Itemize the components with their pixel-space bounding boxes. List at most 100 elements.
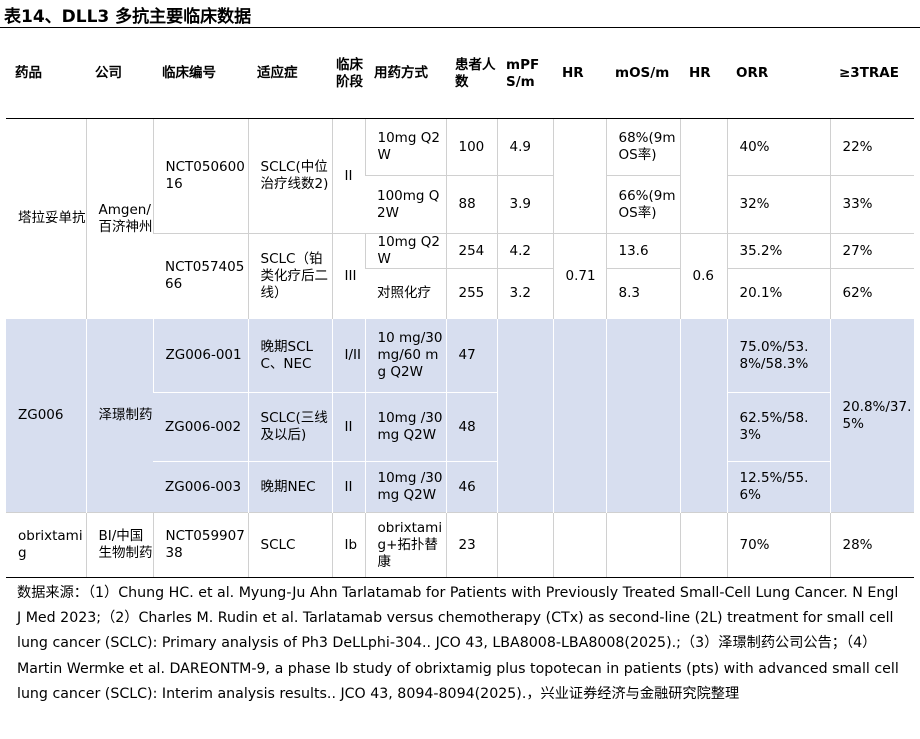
hr-os-cell: [679, 318, 727, 513]
stage-cell: II: [331, 461, 365, 513]
orr-cell: 62.5%/58.3%: [726, 392, 830, 462]
orr-cell: 40%: [726, 118, 830, 176]
mpfs-cell: 3.9: [496, 175, 553, 234]
trae-cell: 27%: [829, 233, 914, 269]
header-indication: 适应症: [248, 29, 332, 119]
hr-pfs-cell: [552, 118, 606, 234]
header-stage: 临床阶段: [332, 29, 365, 119]
regimen-cell: 10mg Q2W: [364, 118, 446, 176]
hr-pfs-cell: 0.71: [552, 233, 606, 319]
title-rule: [0, 27, 920, 28]
trae-cell: 62%: [829, 268, 914, 319]
orr-cell: 32%: [726, 175, 830, 234]
trial-cell: NCT05060016: [152, 118, 248, 234]
drug-cell: obrixtamig: [6, 512, 86, 578]
patients-cell: 88: [445, 175, 497, 234]
mpfs-cell: 3.2: [496, 268, 553, 319]
regimen-cell: 对照化疗: [365, 268, 446, 319]
company-cell: BI/中国生物制药: [85, 512, 153, 578]
header-trial-id: 临床编号: [153, 29, 248, 119]
mpfs-cell: [496, 512, 553, 578]
header-drug: 药品: [6, 29, 86, 119]
mos-cell: 8.3: [605, 268, 680, 319]
patients-cell: 46: [445, 461, 497, 513]
patients-cell: 255: [445, 268, 497, 319]
stage-cell: I/II: [331, 318, 365, 393]
drug-cell: ZG006: [6, 318, 86, 513]
indication-cell: 晚期NEC: [247, 461, 332, 513]
header-patients: 患者人数: [446, 29, 497, 119]
table-row: 塔拉妥单抗 Amgen/百济神州 NCT05060016 SCLC(中位治疗线数…: [6, 118, 914, 319]
patients-cell: 23: [445, 512, 497, 578]
header-mpfs: mPFS/m: [497, 29, 553, 119]
trial-cell: ZG006-001: [152, 318, 248, 393]
trae-cell: 33%: [829, 175, 914, 234]
orr-cell: 12.5%/55.6%: [726, 461, 830, 513]
header-trae: ≥3TRAE: [830, 29, 914, 119]
hr-pfs-cell: [552, 512, 606, 578]
orr-cell: 20.1%: [726, 268, 830, 319]
table-row: obrixtamig BI/中国生物制药 NCT05990738 SCLC Ib…: [6, 512, 914, 578]
trae-cell: 22%: [829, 118, 914, 176]
regimen-cell: 10 mg/30 mg/60 mg Q2W: [364, 318, 446, 393]
mos-cell: 66%(9m OS率): [605, 175, 680, 234]
mpfs-cell: 4.2: [496, 233, 553, 269]
patients-cell: 100: [445, 118, 497, 176]
regimen-cell: 10mg Q2W: [364, 233, 446, 269]
orr-cell: 70%: [726, 512, 830, 578]
header-orr: ORR: [727, 29, 830, 119]
regimen-cell: 10mg /30mg Q2W: [364, 392, 446, 462]
indication-cell: 晚期SCLC、NEC: [247, 318, 332, 393]
mpfs-cell: 4.9: [496, 118, 553, 176]
hr-os-cell: [679, 118, 727, 234]
trial-cell: NCT05990738: [152, 512, 248, 578]
patients-cell: 48: [445, 392, 497, 462]
header-company: 公司: [86, 29, 153, 119]
header-hr-pfs: HR: [553, 29, 606, 119]
clinical-data-table: 药品 公司 临床编号 适应症 临床阶段 用药方式 患者人数 mPFS/m HR …: [6, 29, 914, 578]
table-row: 对照化疗 255 3.2 8.3 20.1% 62%: [6, 268, 914, 319]
hr-os-cell: 0.6: [679, 233, 727, 319]
table-title: 表14、DLL3 多抗主要临床数据: [4, 7, 252, 27]
trial-cell: ZG006-002: [153, 392, 248, 462]
stage-cell: Ib: [331, 512, 365, 578]
header-mos: mOS/m: [606, 29, 680, 119]
header-regimen: 用药方式: [365, 29, 446, 119]
orr-cell: 75.0%/53.8%/58.3%: [726, 318, 830, 393]
orr-cell: 35.2%: [726, 233, 830, 269]
indication-cell: SCLC(三线及以后): [247, 392, 332, 462]
regimen-cell: 100mg Q2W: [365, 175, 446, 234]
mos-cell: 68%(9m OS率): [605, 118, 680, 176]
hr-os-cell: [679, 512, 727, 578]
regimen-cell: obrixtamig+拓扑替康: [364, 512, 446, 578]
mos-cell: [605, 512, 680, 578]
hr-pfs-cell: [552, 318, 606, 513]
company-cell: Amgen/百济神州: [85, 118, 153, 319]
company-cell: 泽璟制药: [85, 318, 153, 513]
stage-cell: II: [331, 392, 365, 462]
patients-cell: 254: [445, 233, 497, 269]
regimen-cell: 10mg /30mg Q2W: [364, 461, 446, 513]
mpfs-cell: [496, 318, 553, 513]
patients-cell: 47: [445, 318, 497, 393]
trae-cell: 20.8%/37.5%: [829, 318, 914, 513]
table-row: NCT05740566 SCLC（铂类化疗后二线） III 10mg Q2W 2…: [6, 233, 914, 319]
trae-cell: 28%: [829, 512, 914, 578]
stage-cell: III: [331, 233, 365, 319]
header-row: 药品 公司 临床编号 适应症 临床阶段 用药方式 患者人数 mPFS/m HR …: [6, 29, 914, 119]
table-row: ZG006-003 晚期NEC II 10mg /30mg Q2W 46 12.…: [6, 461, 914, 513]
source-note: 数据来源：（1）Chung HC. et al. Myung-Ju Ahn Ta…: [17, 585, 899, 702]
mos-cell: 13.6: [605, 233, 680, 269]
table-row: ZG006-002 SCLC(三线及以后) II 10mg /30mg Q2W …: [6, 392, 914, 462]
table-row: ZG006 泽璟制药 ZG006-001 晚期SCLC、NEC I/II 10 …: [6, 318, 914, 513]
indication-cell: SCLC（铂类化疗后二线）: [247, 233, 332, 319]
mos-cell: [605, 318, 680, 513]
table-row: 100mg Q2W 88 3.9 66%(9m OS率) 32% 33%: [6, 175, 914, 234]
header-hr-os: HR: [680, 29, 727, 119]
indication-cell: SCLC(中位治疗线数2): [247, 118, 332, 234]
drug-cell: 塔拉妥单抗: [18, 210, 86, 226]
trial-cell: ZG006-003: [153, 461, 248, 513]
trial-cell: NCT05740566: [153, 233, 248, 319]
stage-cell: II: [331, 118, 365, 234]
indication-cell: SCLC: [247, 512, 332, 578]
